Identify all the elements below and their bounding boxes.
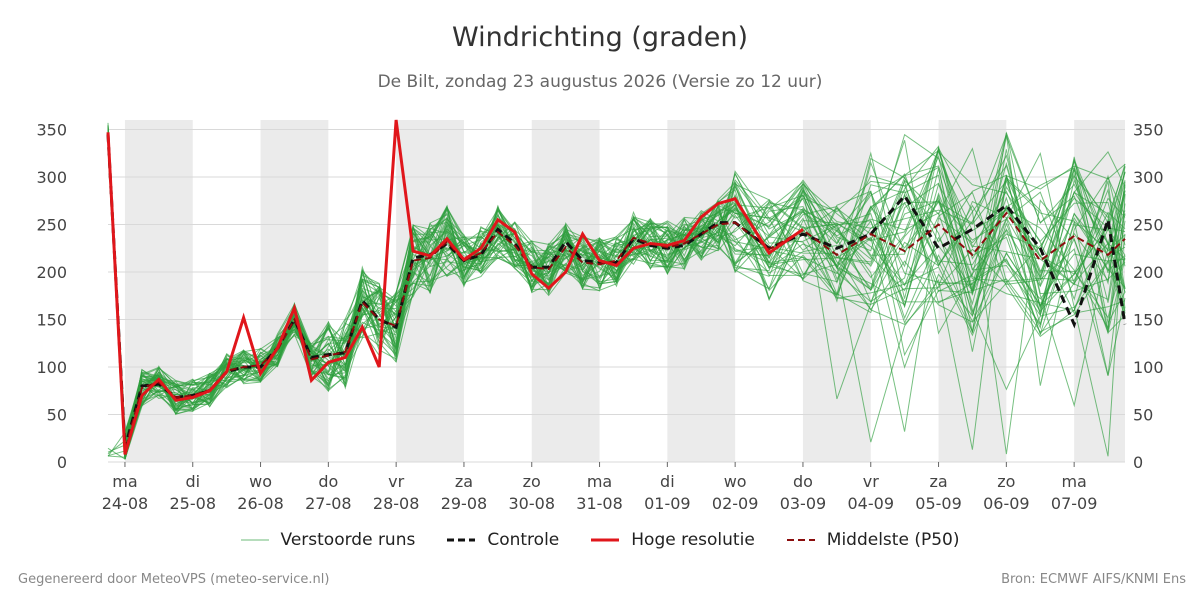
x-tick-weekday: di: [185, 472, 200, 491]
y-tick-label-right: 100: [1133, 358, 1164, 377]
day-shade-band: [260, 120, 329, 462]
x-tick-weekday: vr: [863, 472, 879, 491]
legend-item-control: Controle: [447, 530, 559, 550]
y-tick-label-right: 250: [1133, 216, 1164, 235]
x-tick-weekday: zo: [997, 472, 1015, 491]
y-tick-label-left: 300: [36, 168, 67, 187]
legend-label-control: Controle: [487, 530, 560, 550]
y-tick-label-left: 250: [36, 216, 67, 235]
legend-item-ensemble: Verstoorde runs: [240, 530, 416, 550]
y-tick-label-left: 50: [47, 406, 67, 425]
ensemble-member-line: [107, 125, 1126, 434]
x-tick-date: 31-08: [576, 494, 623, 513]
y-tick-label-right: 50: [1133, 406, 1153, 425]
y-tick-label-right: 0: [1133, 453, 1143, 472]
x-tick-date: 24-08: [102, 494, 149, 513]
footer-generated-by: Gegenereerd door MeteoVPS (meteo-service…: [18, 572, 330, 587]
x-tick-date: 03-09: [780, 494, 827, 513]
y-tick-label-right: 350: [1133, 121, 1164, 140]
y-tick-label-right: 150: [1133, 311, 1164, 330]
footer-source: Bron: ECMWF AIFS/KNMI Ens: [1001, 572, 1186, 587]
ensemble-member-line: [107, 134, 1126, 448]
x-tick-weekday: ma: [1061, 472, 1086, 491]
chart-title: Windrichting (graden): [451, 22, 749, 53]
x-tick-weekday: wo: [724, 472, 747, 491]
gridlines: [108, 129, 1125, 463]
ensemble-member-line: [107, 144, 1126, 443]
day-shade-band: [802, 120, 871, 462]
x-tick-weekday: ma: [587, 472, 612, 491]
x-tick-weekday: do: [793, 472, 813, 491]
y-tick-label-left: 350: [36, 121, 67, 140]
legend-swatch-ensemble: [240, 539, 269, 541]
ensemble-member-line: [107, 145, 1126, 452]
legend-item-hires: Hoge resolutie: [591, 530, 755, 550]
y-tick-label-right: 300: [1133, 168, 1164, 187]
x-tick-date: 05-09: [915, 494, 962, 513]
y-tick-label-left: 150: [36, 311, 67, 330]
y-tick-label-left: 200: [36, 263, 67, 282]
x-tick-date: 29-08: [441, 494, 488, 513]
y-tick-label-right: 200: [1133, 263, 1164, 282]
y-tick-label-left: 100: [36, 358, 67, 377]
x-tick-date: 04-09: [848, 494, 895, 513]
chart-subtitle: De Bilt, zondag 23 augustus 2026 (Versie…: [377, 72, 823, 92]
x-tick-weekday: za: [455, 472, 473, 491]
ensemble-member-line: [107, 127, 1126, 440]
axes: 0 0 50 50 100 100 150 150 200 200 250 250 300 300 350 3…: [36, 121, 1163, 514]
x-tick-weekday: zo: [523, 472, 541, 491]
x-tick-weekday: ma: [112, 472, 137, 491]
x-tick-weekday: do: [318, 472, 338, 491]
x-tick-date: 28-08: [373, 494, 420, 513]
day-shading: [124, 120, 1125, 462]
x-tick-weekday: vr: [388, 472, 404, 491]
x-tick-weekday: di: [660, 472, 675, 491]
x-tick-date: 27-08: [305, 494, 352, 513]
day-shade-band: [531, 120, 600, 462]
x-tick-date: 06-09: [983, 494, 1030, 513]
x-tick-date: 25-08: [170, 494, 217, 513]
y-tick-label-left: 0: [57, 453, 67, 472]
x-tick-weekday: za: [929, 472, 947, 491]
x-tick-date: 30-08: [509, 494, 556, 513]
legend-label-median: Middelste (P50): [826, 530, 960, 550]
ensemble-member-line: [107, 145, 1126, 460]
main-lines: [106, 119, 1127, 455]
legend-label-hires: Hoge resolutie: [631, 530, 755, 550]
legend-swatch-control: [447, 538, 476, 542]
x-tick-date: 01-09: [644, 494, 691, 513]
series-line-hoge-resolutie: [106, 119, 804, 455]
legend-label-ensemble: Verstoorde runs: [280, 530, 416, 550]
legend-swatch-hires: [591, 538, 620, 542]
legend-item-median: Middelste (P50): [786, 530, 960, 550]
day-shade-band: [667, 120, 736, 462]
x-tick-date: 02-09: [712, 494, 759, 513]
ensemble-member-line: [107, 126, 1126, 460]
x-tick-date: 26-08: [237, 494, 284, 513]
legend-swatch-median: [786, 539, 815, 541]
x-tick-date: 07-09: [1051, 494, 1098, 513]
legend: Verstoorde runs Controle Hoge resolutie …: [0, 530, 1200, 550]
ensemble-member-line: [107, 146, 1126, 441]
x-tick-weekday: wo: [249, 472, 272, 491]
